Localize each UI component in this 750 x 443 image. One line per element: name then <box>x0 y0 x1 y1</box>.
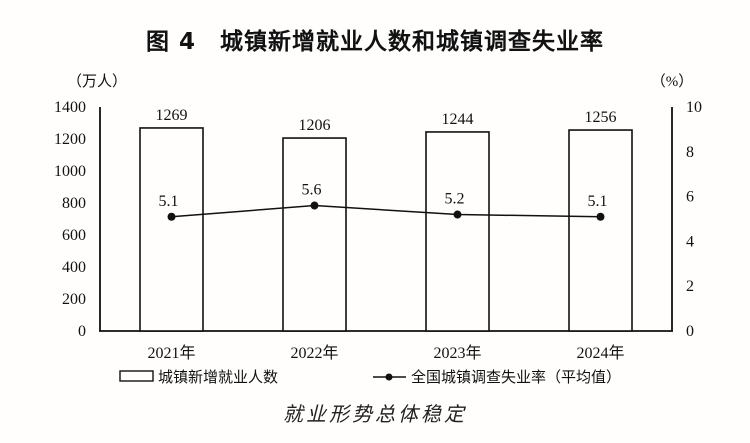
line-value-label: 5.1 <box>588 193 608 210</box>
x-tick-label: 2023年 <box>433 344 481 362</box>
line-point-2022年 <box>310 201 319 210</box>
y-tick-label-left: 0 <box>78 323 86 340</box>
bar-2023年 <box>425 131 490 332</box>
left-axis-unit: （万人） <box>67 73 127 90</box>
legend-line-dot <box>385 373 393 381</box>
line-point-2023年 <box>453 210 462 219</box>
y-tick-label-left: 600 <box>62 227 86 244</box>
bar-value-label: 1206 <box>299 117 331 134</box>
bar-value-label: 1244 <box>442 111 474 128</box>
right-axis-unit: （%） <box>651 73 694 90</box>
y-tick-label-right: 10 <box>686 99 702 116</box>
y-tick-label-left: 800 <box>62 195 86 212</box>
legend-line-label: 全国城镇调查失业率（平均值） <box>411 368 621 386</box>
bar-value-label: 1256 <box>585 109 617 126</box>
y-tick-label-left: 200 <box>62 291 86 308</box>
line-value-label: 5.6 <box>302 182 322 199</box>
legend-bar-swatch <box>119 370 154 382</box>
figure-caption: 就业形势总体稳定 <box>283 402 467 426</box>
legend-bar-label: 城镇新增就业人数 <box>158 369 278 386</box>
y-tick-label-left: 1200 <box>54 131 86 148</box>
bar-2024年 <box>568 129 633 332</box>
line-value-label: 5.2 <box>445 191 465 208</box>
bar-2021年 <box>139 127 204 332</box>
y-tick-label-left: 400 <box>62 259 86 276</box>
line-value-label: 5.1 <box>159 193 179 210</box>
y-tick-label-left: 1400 <box>54 99 86 116</box>
y-tick-label-right: 8 <box>686 144 694 161</box>
bar-2022年 <box>282 137 347 332</box>
y-tick-label-right: 4 <box>686 233 694 250</box>
line-point-2021年 <box>167 212 176 221</box>
y-tick-label-left: 1000 <box>54 163 86 180</box>
line-point-2024年 <box>596 212 605 221</box>
x-tick-label: 2021年 <box>147 344 195 362</box>
y-tick-label-right: 6 <box>686 189 694 206</box>
x-tick-label: 2022年 <box>290 344 338 362</box>
unemployment-rate-line <box>171 204 601 218</box>
figure-title: 图 4 城镇新增就业人数和城镇调查失业率 <box>145 29 604 55</box>
y-tick-label-right: 2 <box>686 278 694 295</box>
y-tick-label-right: 0 <box>686 323 694 340</box>
bar-value-label: 1269 <box>156 107 188 124</box>
x-tick-label: 2024年 <box>576 344 624 362</box>
